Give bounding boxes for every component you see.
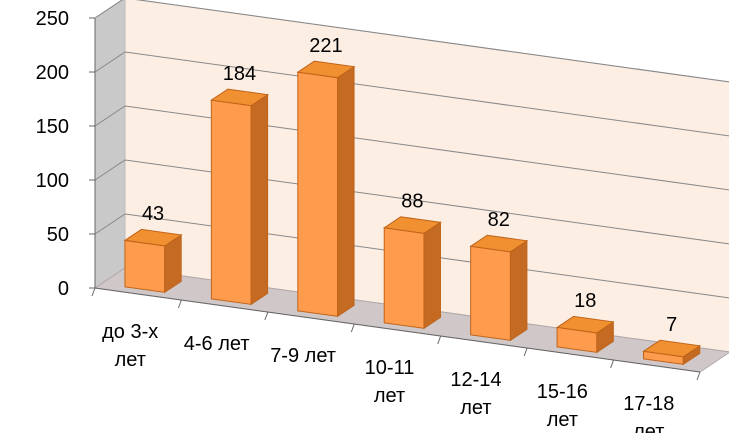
data-label: 82	[488, 209, 510, 231]
x-tick-label: до 3-х лет	[102, 321, 158, 371]
x-tick-label: 12-14 лет	[450, 369, 501, 419]
x-tick-mark	[696, 371, 701, 381]
data-label: 43	[142, 203, 164, 225]
x-tick-mark	[523, 347, 528, 357]
y-tick-label: 200	[36, 62, 69, 84]
x-tick-mark	[91, 287, 96, 297]
x-tick-label: 4-6 лет	[184, 333, 250, 355]
bar-side	[509, 239, 528, 342]
bar-front	[383, 227, 425, 329]
gridline	[94, 0, 729, 83]
bar-top	[382, 216, 442, 234]
bar-side	[423, 221, 441, 330]
bar	[123, 228, 183, 294]
x-axis-line	[94, 287, 701, 373]
data-label: 221	[309, 35, 342, 57]
data-label: 7	[666, 314, 677, 336]
y-tick-label: 150	[36, 116, 69, 138]
bar-side	[250, 93, 269, 306]
gridline	[94, 51, 729, 137]
y-tick-label: 100	[36, 170, 69, 192]
bar-top	[296, 60, 356, 79]
bar	[382, 216, 442, 330]
gridline	[94, 213, 729, 299]
x-tick-mark	[437, 335, 442, 345]
bar	[469, 234, 529, 342]
y-axis: 0 50 100 150 200 250	[36, 8, 96, 300]
x-tick-label: 10-11 лет	[365, 357, 415, 407]
bar-front	[210, 99, 252, 305]
x-tick-mark	[177, 299, 182, 309]
x-tick-mark	[350, 323, 355, 333]
bar	[642, 339, 702, 366]
side-wall	[94, 0, 126, 289]
x-tick-label: 7-9 лет	[270, 345, 336, 367]
bar-top	[642, 339, 702, 358]
bar	[555, 315, 615, 354]
x-tick-label: 17-18 лет	[623, 393, 674, 433]
data-label: 18	[574, 290, 596, 312]
bar	[296, 60, 356, 318]
y-tick-label: 250	[36, 8, 69, 30]
data-label: 88	[401, 191, 423, 213]
data-labels: 43 184 221 88 82 18 7	[142, 35, 677, 336]
x-tick-mark	[264, 311, 269, 321]
y-tick-label: 50	[47, 224, 69, 246]
data-label: 184	[223, 63, 256, 85]
x-axis: до 3-х лет 4-6 лет 7-9 лет 10-11 лет 12-14 лет 1…	[91, 287, 701, 433]
bar-top	[123, 228, 183, 247]
gridline	[94, 159, 729, 245]
bar-front	[297, 71, 339, 317]
bar-top	[209, 88, 269, 107]
gridlines	[94, 0, 729, 299]
bar-front	[124, 239, 166, 293]
bar-top	[555, 315, 615, 334]
y-tick-label: 0	[58, 278, 69, 300]
bar-side	[337, 65, 355, 318]
bars	[123, 60, 702, 366]
x-tick-label: 15-16 лет	[537, 381, 588, 431]
bar	[209, 88, 269, 306]
gridline	[94, 105, 729, 191]
bar-top	[469, 234, 529, 253]
bar-front	[470, 245, 511, 341]
x-tick-mark	[610, 359, 615, 369]
